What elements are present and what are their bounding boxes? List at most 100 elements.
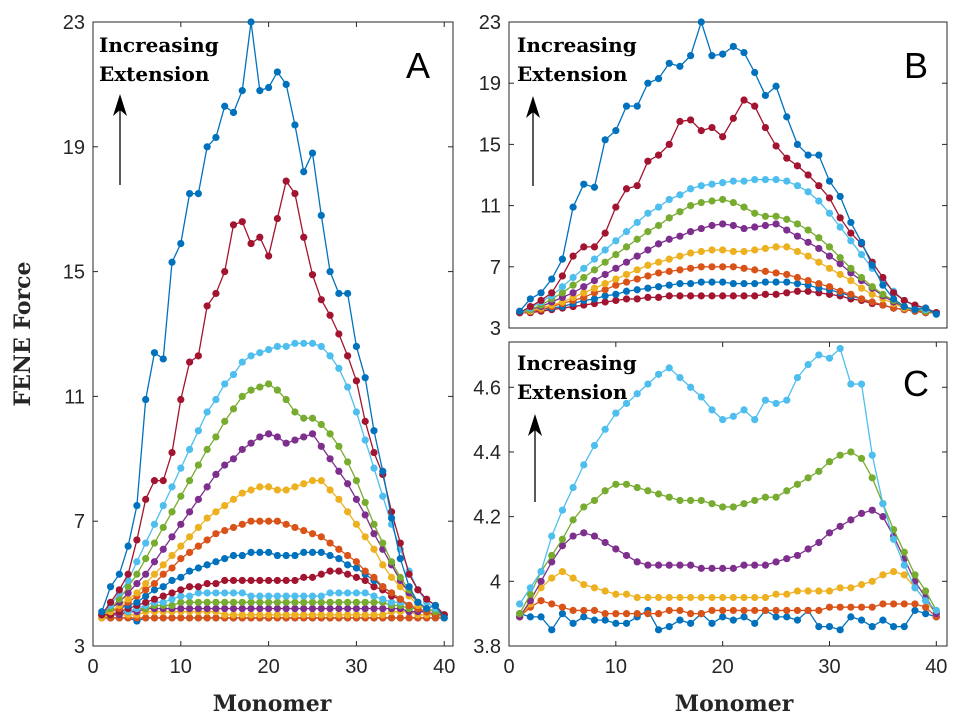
- panel-a-series-4-line: [101, 383, 445, 616]
- panel-c-series-2-point: [622, 480, 631, 488]
- panel-b-series-2-point: [708, 123, 716, 132]
- panel-b-series-1-point: [654, 75, 663, 83]
- panel-a-series-9-line: [101, 570, 445, 616]
- panel-b-series-2-point: [569, 252, 577, 260]
- panel-b-series-4-point: [676, 208, 684, 216]
- panel-b-series-5-point: [569, 289, 577, 297]
- panel-a-series-9-point: [300, 573, 308, 581]
- panel-c-series-1-point: [761, 396, 769, 404]
- panel-c-series-5-point: [772, 606, 780, 615]
- panel-b-series-5-point: [825, 252, 834, 260]
- panel-b-series-6-point: [836, 270, 844, 279]
- panel-c-series-2-point: [911, 571, 919, 579]
- panel-b-series-2-point: [847, 229, 855, 237]
- panel-a-series-6-point: [142, 580, 150, 588]
- panel-c-series-2-point: [847, 448, 855, 456]
- panel-b-series-3-point: [590, 255, 599, 263]
- panel-a-series-12-point: [273, 604, 281, 613]
- panel-a-series-1-point: [168, 258, 176, 266]
- panel-b-series-1-point: [922, 304, 930, 312]
- panel-a-series-9-point: [344, 570, 352, 578]
- panel-a-series-4-point: [185, 477, 194, 485]
- panel-c-series-3-point: [751, 561, 759, 569]
- panel-b-series-1-point: [911, 306, 919, 314]
- panel-b-series-2-point: [558, 272, 567, 280]
- panel-a-series-3-point: [344, 383, 352, 391]
- panel-c-series-1-point: [719, 416, 727, 424]
- panel-a-series-1-point: [414, 598, 422, 606]
- panel-a-series-11-point: [203, 598, 211, 606]
- panel-a-series-2-point: [396, 539, 404, 547]
- panel-b-series-4-point: [868, 283, 876, 291]
- panel-b-series-9-point: [740, 292, 748, 300]
- panel-a-series-8-point: [326, 551, 334, 560]
- panel-b-series-6-point: [687, 249, 695, 257]
- panel-b-series-7-point: [654, 269, 663, 277]
- panel-a-series-9-point: [335, 567, 343, 575]
- panel-c-series-3-point: [825, 529, 834, 537]
- panel-a-series-2-point: [291, 190, 299, 198]
- panel-c-series-4-point: [665, 593, 673, 602]
- panel-b-series-2-point: [697, 127, 705, 135]
- panel-c-series-4-point: [857, 580, 866, 589]
- panel-b-series-5-point: [697, 224, 705, 233]
- panel-c-series-6-point: [889, 623, 898, 631]
- panel-a-series-9-point: [273, 576, 281, 585]
- panel-a-series-7-point: [168, 564, 176, 572]
- panel-a-series-10-point: [265, 592, 273, 600]
- panel-a-series-12-point: [379, 604, 387, 613]
- panel-c-ytick-label: 4.6: [473, 377, 501, 399]
- panel-a-series-14-point: [142, 614, 150, 622]
- panel-c-series-1-point: [537, 568, 545, 576]
- panel-b-series-1-point: [793, 140, 802, 148]
- panel-b-series-6-point: [804, 252, 812, 260]
- panel-b-series-2-point: [729, 114, 737, 122]
- panel-a-series-13-point: [265, 611, 273, 619]
- panel-c-series-4-point: [548, 574, 556, 582]
- panel-a-series-8-point: [159, 583, 167, 591]
- panel-c-series-6-point: [815, 623, 823, 631]
- panel-c-xtick-label: 40: [925, 656, 947, 678]
- panel-a-series-9-point: [317, 570, 325, 578]
- panel-a-label: A: [406, 45, 430, 86]
- panel-c-series-4-point: [558, 568, 567, 576]
- panel-b-series-5-point: [740, 224, 748, 233]
- panel-b-series-5-point: [815, 244, 823, 253]
- panel-b: 3 7 11 15 19 23 B Increasing Extension: [479, 12, 948, 340]
- panel-c-series-3-point: [740, 561, 748, 569]
- panel-b-series-9-point: [804, 287, 812, 295]
- panel-b-series-9-point: [654, 293, 663, 301]
- panel-a-series-2-point: [387, 508, 396, 516]
- panel-a-series-9-point: [194, 583, 202, 591]
- panel-a-series-11-point: [238, 598, 246, 606]
- panel-c-series-5-point: [548, 600, 556, 608]
- panel-c-frame: [508, 341, 948, 647]
- panel-b-series-8-point: [654, 283, 663, 291]
- panel-a-series-4-point: [203, 445, 211, 454]
- panel-b-series-6-point: [644, 261, 652, 269]
- panel-a-series-14-point: [405, 614, 413, 622]
- panel-c-series-5-point: [804, 606, 812, 615]
- panel-a-series-4-point: [335, 442, 343, 450]
- panel-a-series-5-point: [124, 589, 132, 597]
- panel-c-series-2-point: [740, 500, 748, 508]
- panel-b-series-7-point: [676, 266, 684, 274]
- panel-c-series-1-point: [740, 406, 748, 414]
- panel-a-series-8-point: [317, 548, 325, 557]
- panel-a-series-7-point: [229, 523, 238, 532]
- panel-a-series-12-point: [335, 604, 343, 613]
- panel-c-series-1-point: [697, 393, 705, 401]
- panel-a-series-10-point: [273, 592, 281, 600]
- panel-a-series-9-point: [185, 583, 194, 591]
- panel-b-series-9-point: [601, 298, 609, 306]
- panel-a-series-10-point: [335, 589, 343, 597]
- panel-b-series-1-point: [889, 295, 898, 303]
- panel-a-series-5-point: [273, 433, 281, 441]
- panel-a-series-8-point: [238, 551, 246, 560]
- panel-b-series-5-point: [719, 220, 727, 228]
- panel-a-series-11-point: [300, 598, 308, 606]
- panel-c-arrow-head: [528, 414, 542, 436]
- panel-a-series-5-point: [133, 580, 141, 588]
- panel-b-series-1-point: [708, 52, 716, 60]
- panel-a-ytick-label: 19: [63, 137, 85, 159]
